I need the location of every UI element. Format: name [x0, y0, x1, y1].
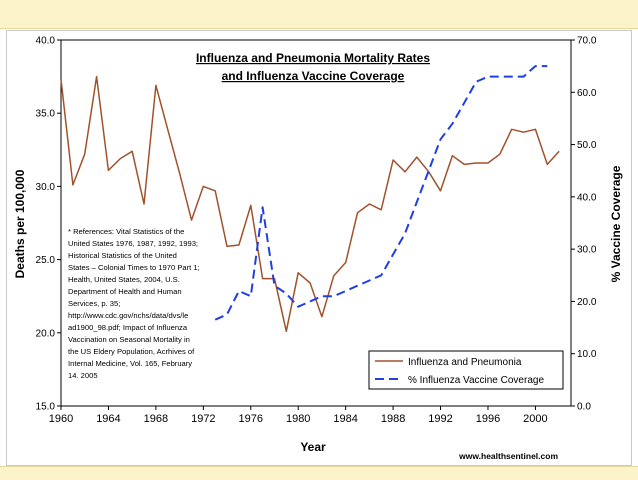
chart-title-line-1: Influenza and Pneumonia Mortality Rates	[196, 51, 430, 65]
x-tick-label-1968: 1968	[144, 413, 168, 425]
reference-line-9: ad1900_98.pdf; Impact of Influenza	[68, 323, 188, 332]
y-axis-title: Deaths per 100,000	[13, 169, 27, 278]
series-lines	[60, 65, 560, 333]
references-note: * References: Vital Statistics of the Un…	[68, 227, 200, 380]
mortality-rate-line	[60, 75, 560, 333]
reference-line-2: United States 1976, 1987, 1992, 1993;	[68, 239, 198, 248]
axis-ticks: 1960 1964 1968 1972 1976 1980 1984 1988 1992 1996…	[36, 36, 597, 426]
y-tick-label-30.0: 30.0	[36, 182, 56, 193]
vaccine-coverage-line	[214, 65, 548, 321]
chart-title-line-2: and Influenza Vaccine Coverage	[222, 69, 405, 83]
y-tick-label-25.0: 25.0	[36, 255, 56, 266]
y-tick-label-35.0: 35.0	[36, 109, 56, 120]
legend-box	[368, 350, 564, 390]
reference-line-3: Historical Statistics of the United	[68, 251, 177, 260]
y-tick-label-15.0: 15.0	[36, 402, 56, 413]
legend: Influenza and Pneumonia % Influenza Vacc…	[368, 350, 564, 390]
reference-line-4: States – Colonial Times to 1970 Part 1;	[68, 263, 200, 272]
reference-line-8: http://www.cdc.gov/nchs/data/dvs/le	[68, 311, 188, 320]
reference-line-6: Department of Health and Human	[68, 287, 182, 296]
x-tick-label-1964: 1964	[96, 413, 120, 425]
x-axis-title: Year	[300, 440, 326, 454]
y2-tick-label-70.0: 70.0	[577, 36, 597, 47]
x-tick-label-1996: 1996	[476, 413, 500, 425]
y-tick-label-20.0: 20.0	[36, 328, 56, 339]
legend-label-vaccine: % Influenza Vaccine Coverage	[408, 375, 544, 386]
reference-line-11: the US Eldery Population, Acrhives of	[68, 347, 195, 356]
plot-area	[60, 39, 572, 407]
y2-tick-label-0.0: 0.0	[577, 402, 591, 413]
x-tick-label-1992: 1992	[428, 413, 452, 425]
y-tick-label-40.0: 40.0	[36, 36, 56, 47]
reference-line-10: Vaccination on Seasonal Mortality in	[68, 335, 190, 344]
y2-tick-label-20.0: 20.0	[577, 297, 597, 308]
header-band	[0, 0, 638, 29]
x-tick-label-1972: 1972	[191, 413, 215, 425]
reference-line-1: * References: Vital Statistics of the	[68, 227, 184, 236]
reference-line-7: Services, p. 35;	[68, 299, 120, 308]
x-tick-label-1988: 1988	[381, 413, 405, 425]
legend-label-influenza: Influenza and Pneumonia	[408, 357, 522, 368]
y2-tick-label-30.0: 30.0	[577, 245, 597, 256]
reference-line-12: Internal Medicine, Vol. 165, February	[68, 359, 192, 368]
y2-tick-label-60.0: 60.0	[577, 88, 597, 99]
x-tick-label-1960: 1960	[49, 413, 73, 425]
x-tick-label-2000: 2000	[523, 413, 547, 425]
reference-line-13: 14. 2005	[68, 371, 98, 380]
y2-tick-label-40.0: 40.0	[577, 192, 597, 203]
y2-tick-label-50.0: 50.0	[577, 140, 597, 151]
footer-band	[0, 466, 638, 480]
y2-axis-title: % Vaccine Coverage	[609, 165, 623, 282]
x-tick-label-1980: 1980	[286, 413, 310, 425]
y2-tick-label-10.0: 10.0	[577, 349, 597, 360]
x-tick-label-1976: 1976	[239, 413, 263, 425]
x-tick-label-1984: 1984	[333, 413, 357, 425]
reference-line-5: Health, United States, 2004, U.S.	[68, 275, 180, 284]
source-credit: www.healthsentinel.com	[458, 451, 558, 461]
